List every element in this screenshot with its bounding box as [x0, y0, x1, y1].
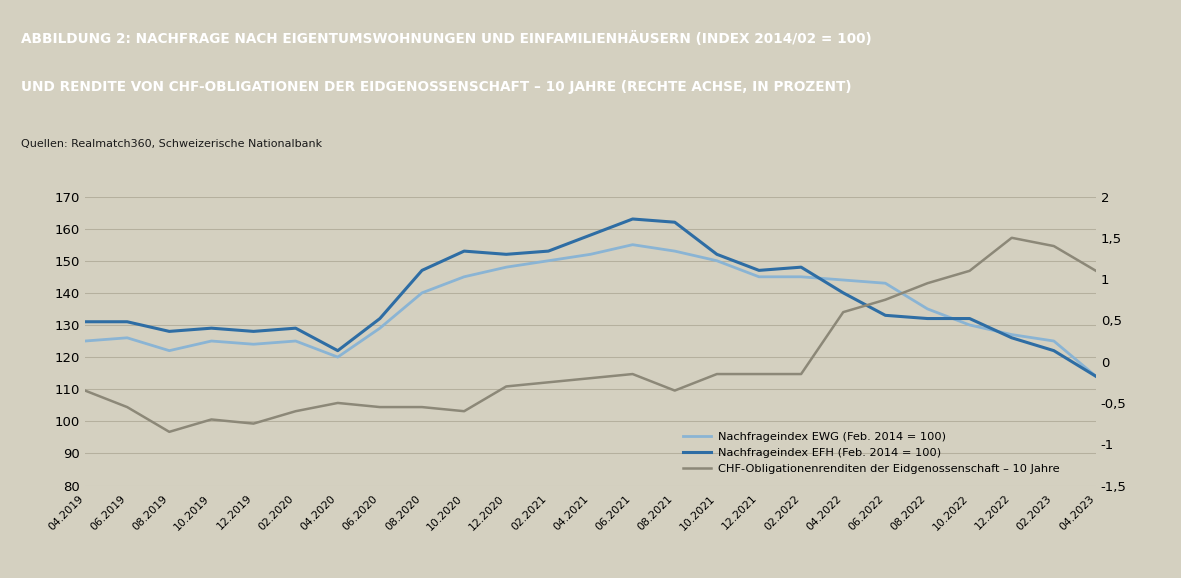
Text: UND RENDITE VON CHF-OBLIGATIONEN DER EIDGENOSSENSCHAFT – 10 JAHRE (RECHTE ACHSE,: UND RENDITE VON CHF-OBLIGATIONEN DER EID… — [21, 80, 852, 94]
Text: Quellen: Realmatch360, Schweizerische Nationalbank: Quellen: Realmatch360, Schweizerische Na… — [21, 139, 322, 149]
Bar — [0, 121, 1181, 173]
Text: ABBILDUNG 2: NACHFRAGE NACH EIGENTUMSWOHNUNGEN UND EINFAMILIENHÄUSERN (INDEX 201: ABBILDUNG 2: NACHFRAGE NACH EIGENTUMSWOH… — [21, 31, 872, 46]
Legend: Nachfrageindex EWG (Feb. 2014 = 100), Nachfrageindex EFH (Feb. 2014 = 100), CHF-: Nachfrageindex EWG (Feb. 2014 = 100), Na… — [683, 432, 1059, 474]
